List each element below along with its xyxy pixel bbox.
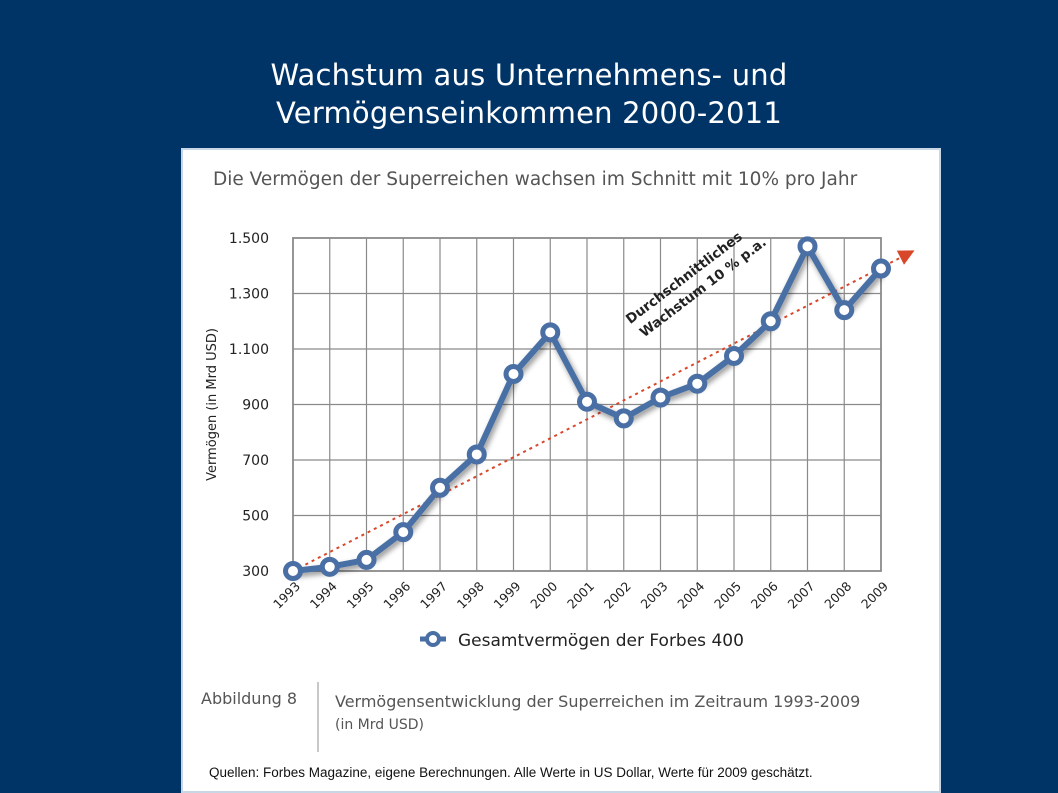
data-point — [760, 311, 781, 332]
legend-label: Gesamtvermögen der Forbes 400 — [458, 631, 744, 651]
data-point — [356, 549, 377, 570]
line-chart: Die Vermögen der Superreichen wachsen im… — [205, 169, 915, 651]
y-tick-label: 300 — [242, 564, 269, 580]
y-axis-ticks: 300 500 700 900 1.100 1.300 1.500 — [229, 231, 269, 580]
slide-title-line-1: Wachstum aus Unternehmens- und — [270, 58, 788, 92]
data-point — [724, 345, 744, 366]
figure-unit: (in Mrd USD) — [335, 717, 424, 733]
data-point — [319, 556, 340, 577]
y-tick-label: 1.100 — [229, 342, 269, 358]
x-tick-label: 1999 — [491, 578, 524, 611]
data-point — [393, 522, 414, 543]
chart-figure-card: Die Vermögen der Superreichen wachsen im… — [181, 148, 941, 793]
data-point — [650, 387, 671, 408]
data-point — [466, 444, 487, 465]
x-axis-ticks: 1993 1994 1995 1996 1997 1998 1999 2000 2001 2002… — [270, 578, 891, 611]
data-point — [871, 258, 891, 279]
x-tick-label: 2005 — [711, 579, 744, 612]
y-tick-label: 700 — [242, 453, 269, 469]
x-tick-label: 2000 — [527, 578, 560, 611]
sources-note: Quellen: Forbes Magazine, eigene Berechn… — [209, 765, 813, 780]
data-point — [797, 236, 818, 257]
slide-title: Wachstum aus Unternehmens- und Vermögens… — [0, 56, 1058, 132]
y-tick-label: 1.300 — [229, 287, 269, 303]
figure-number: Abbildung 8 — [201, 689, 298, 708]
x-tick-label: 2003 — [638, 579, 671, 612]
data-point — [613, 408, 634, 429]
x-tick-label: 1994 — [307, 578, 340, 611]
footer-divider — [317, 682, 319, 752]
x-tick-label: 1993 — [270, 579, 303, 612]
x-tick-label: 2001 — [564, 579, 597, 612]
x-tick-label: 2006 — [748, 578, 781, 611]
data-point — [503, 363, 524, 384]
slide-title-line-2: Vermögenseinkommen 2000-2011 — [276, 96, 782, 130]
data-point — [834, 300, 855, 321]
y-tick-label: 500 — [242, 509, 269, 525]
x-tick-label: 1995 — [344, 579, 377, 612]
y-tick-label: 900 — [242, 398, 269, 414]
legend-marker — [425, 631, 441, 647]
x-tick-label: 2007 — [785, 579, 818, 612]
data-point — [577, 391, 597, 412]
x-tick-label: 1996 — [380, 578, 413, 611]
x-tick-label: 2008 — [821, 578, 854, 611]
data-point — [283, 561, 303, 581]
data-point — [430, 477, 450, 498]
data-point — [540, 322, 561, 343]
chart-title: Die Vermögen der Superreichen wachsen im… — [213, 169, 858, 190]
x-tick-label: 2004 — [674, 578, 707, 611]
data-series — [283, 236, 891, 581]
data-point — [687, 373, 708, 394]
x-tick-label: 2002 — [601, 579, 634, 612]
x-tick-label: 1998 — [454, 578, 487, 611]
y-tick-label: 1.500 — [229, 231, 269, 247]
legend: Gesamtvermögen der Forbes 400 — [420, 631, 744, 651]
y-axis-label: Vermögen (in Mrd USD) — [205, 328, 220, 481]
x-tick-label: 1997 — [417, 579, 450, 612]
x-tick-label: 2009 — [858, 578, 891, 611]
figure-caption: Vermögensentwicklung der Superreichen im… — [335, 692, 861, 711]
